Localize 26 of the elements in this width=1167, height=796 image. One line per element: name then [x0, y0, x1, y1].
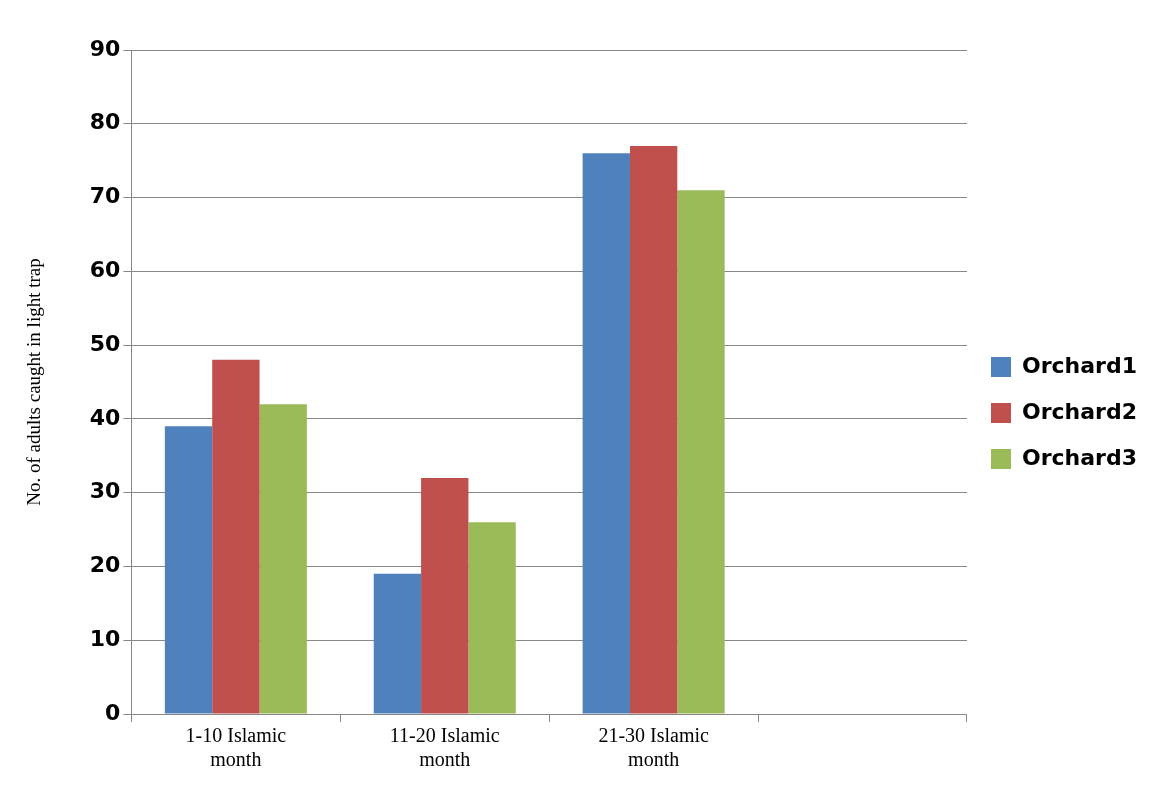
y-tick-label: 80 [89, 109, 121, 135]
y-axis-title: No. of adults caught in light trap [23, 258, 45, 506]
y-tick-label: 20 [89, 552, 121, 578]
y-tick-label: 60 [89, 257, 121, 283]
bar [373, 573, 422, 714]
y-tick-label: 90 [89, 35, 121, 61]
y-tick-label: 0 [105, 699, 121, 725]
bar [677, 190, 725, 714]
bar [212, 359, 260, 714]
x-tick-label: 1-10 Islamic month [185, 724, 287, 771]
y-tick-label: 40 [89, 404, 121, 430]
y-tick-label: 10 [89, 625, 121, 651]
legend-label: Orchard1 [1021, 352, 1138, 378]
bar [582, 153, 630, 714]
y-tick-label: 30 [89, 478, 121, 504]
bar [164, 426, 213, 714]
legend-label: Orchard2 [1021, 398, 1138, 424]
x-tick-label: 11-20 Islamic month [389, 724, 500, 771]
y-tick-label: 50 [89, 330, 121, 356]
bar [421, 477, 469, 714]
bar [259, 404, 307, 714]
legend-label: Orchard3 [1021, 444, 1138, 470]
bar [629, 145, 678, 714]
bar [468, 522, 516, 714]
y-tick-label: 70 [89, 183, 121, 209]
x-tick-label: 21-30 Islamic month [598, 724, 710, 771]
